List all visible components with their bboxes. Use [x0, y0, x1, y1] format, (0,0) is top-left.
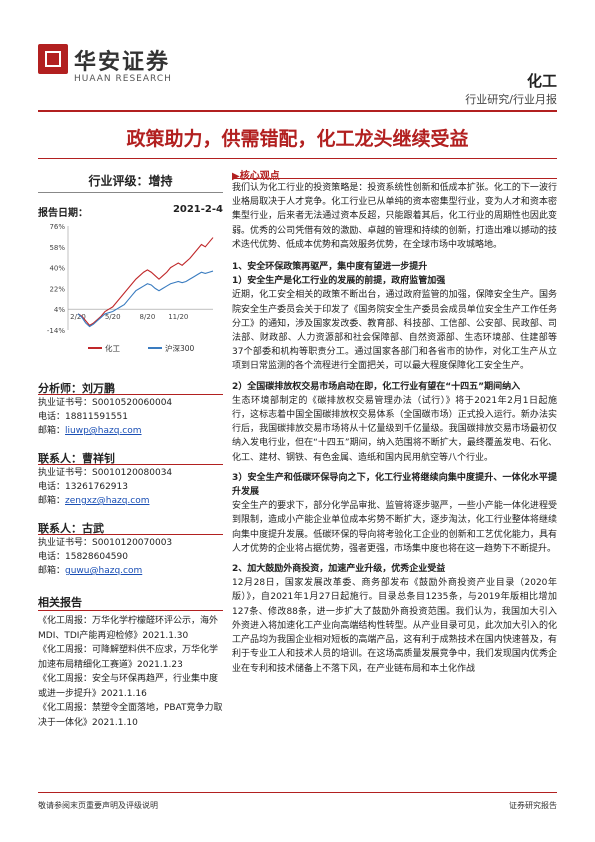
header-divider: [38, 110, 557, 112]
footer-label: 证券研究报告: [509, 801, 557, 810]
section3-paragraph: 安全生产的要求下，部分化学品审批、监管将逐步驱严，一些小产能一体化进程受到限制，…: [232, 501, 557, 554]
core-views-divider: [232, 178, 557, 179]
contact2-email-link[interactable]: guwu@hazq.com: [65, 566, 143, 576]
contact2-heading: 联系人：古武: [38, 522, 104, 535]
related-divider: [38, 610, 223, 611]
analyst-info: 执业证书号：S0010520060004 电话：18811591551 邮箱：l…: [38, 396, 223, 438]
rating-label: 行业评级：: [88, 174, 149, 188]
contact1-info: 执业证书号：S0010120080034 电话：13261762913 邮箱：z…: [38, 466, 223, 508]
analyst-heading: 分析师：刘万鹏: [38, 382, 115, 395]
chart-y-tick-label: 58%: [49, 244, 65, 252]
related-report-item[interactable]: 《化工周报：万华化学柠檬醛环评公示，海外MDI、TDI产能再迎检修》2021.1…: [38, 616, 219, 641]
contact1-phone: 电话：13261762913: [38, 482, 128, 492]
report-date-value: 2021-2-4: [172, 204, 223, 215]
chart-y-tick-label: -14%: [47, 327, 65, 335]
report-type: 行业研究/行业月报: [465, 93, 557, 106]
related-report-item[interactable]: 《化工周报：禁塑令全面落地，PBAT竞争力取决于一体化》2021.1.10: [38, 703, 223, 728]
industry-label: 化工: [526, 72, 557, 90]
section4-paragraph: 12月28日，国家发展改革委、商务部发布《鼓励外商投资产业目录（2020年版）》…: [232, 578, 557, 674]
contact1-heading: 联系人：曹祥钊: [38, 452, 115, 465]
related-report-item[interactable]: 《化工周报：可降解塑料供不应求，万华化学加速布局精细化工赛道》2021.1.23: [38, 645, 219, 670]
contact2-divider: [38, 534, 223, 535]
footer-disclaimer: 敬请参阅末页重要声明及评级说明: [38, 801, 158, 810]
chart-x-tick-label: 5/20: [105, 313, 121, 321]
chart-series-line-1: [77, 270, 214, 328]
section1-paragraph: 近期，化工安全相关的政策不断出台，通过政府监管的加强，保障安全生产。国务院安全生…: [232, 290, 557, 372]
contact2-email-label: 邮箱：: [38, 566, 66, 576]
section1-title: 1、安全环保政策再驱严，集中度有望进一步提升: [232, 262, 428, 273]
section3-subtitle: 3）安全生产和低碳环保导向之下，化工行业将继续向集中度提升、一体化水平提升发展: [232, 472, 557, 498]
report-date: 报告日期： 2021-2-4: [38, 204, 223, 219]
analyst-email-link[interactable]: liuwp@hazq.com: [65, 426, 142, 436]
chart-legend-label: 化工: [105, 343, 120, 353]
page-title: 政策助力，供需错配，化工龙头继续受益: [126, 128, 469, 150]
core-views-body: 我们认为化工行业的投资策略是：投资系统性创新和低成本扩张。化工的下一波行业格局取…: [232, 181, 557, 676]
contact1-cert: 执业证书号：S0010120080034: [38, 468, 173, 478]
analyst-phone: 电话：18811591551: [38, 412, 128, 422]
rating-value: 增持: [148, 174, 173, 188]
intro-paragraph: 我们认为化工行业的投资策略是：投资系统性创新和低成本扩张。化工的下一波行业格局取…: [232, 183, 557, 250]
chart-x-tick-label: 2/20: [70, 313, 86, 321]
related-report-item[interactable]: 《化工周报：安全与环保再趋严，行业集中度或进一步提升》2021.1.16: [38, 674, 219, 699]
analyst-email-label: 邮箱：: [38, 426, 66, 436]
chart-y-tick-label: 40%: [49, 265, 65, 273]
analyst-divider: [38, 394, 223, 395]
footer-divider: [38, 792, 557, 793]
core-views-heading: ▶核心观点: [232, 171, 280, 182]
contact1-email-label: 邮箱：: [38, 496, 66, 506]
contact1-divider: [38, 464, 223, 465]
chart-x-tick-label: 8/20: [140, 313, 156, 321]
performance-chart: 76% 58% 40% 22% 4% -14% 2/20 5/20 8/20 11/20 化工 沪深3…: [47, 223, 214, 353]
related-heading: 相关报告: [38, 596, 82, 609]
section4-title: 2、加大鼓励外商投资，加速产业升级，优秀企业受益: [232, 564, 446, 575]
industry-rating: 行业评级：增持: [38, 172, 223, 189]
chart-y-tick-label: 22%: [49, 285, 65, 293]
rating-divider: [38, 192, 223, 193]
logo-text: 华安证券: [74, 49, 171, 75]
logo-subtitle: HUAAN RESEARCH: [74, 74, 172, 84]
chart-x-tick-label: 11/20: [168, 313, 188, 321]
contact2-cert: 执业证书号：S0010120070003: [38, 538, 173, 548]
chart-legend-label: 沪深300: [165, 343, 195, 353]
analyst-cert: 执业证书号：S0010520060004: [38, 398, 173, 408]
contact1-email-link[interactable]: zengxz@hazq.com: [65, 496, 150, 506]
report-date-label: 报告日期：: [38, 208, 88, 219]
contact2-phone: 电话：15828604590: [38, 552, 128, 562]
section2-subtitle: 2）全国碳排放权交易市场启动在即，化工行业有望在“十四五”期间纳入: [232, 381, 521, 392]
contact2-info: 执业证书号：S0010120070003 电话：15828604590 邮箱：g…: [38, 536, 223, 578]
section2-paragraph: 生态环境部制定的《碳排放权交易管理办法（试行）》将于2021年2月1日起施行，这…: [232, 395, 557, 463]
related-reports: 《化工周报：万华化学柠檬醛环评公示，海外MDI、TDI产能再迎检修》2021.1…: [38, 614, 223, 730]
chart-y-tick-label: 76%: [49, 223, 65, 231]
chart-y-tick-label: 4%: [54, 306, 65, 314]
logo-icon: [38, 44, 68, 74]
title-divider: [38, 158, 557, 159]
chart-series-line-0: [77, 237, 214, 327]
section1-subtitle: 1）安全生产是化工行业的发展的前提，政府监管加强: [232, 276, 446, 287]
